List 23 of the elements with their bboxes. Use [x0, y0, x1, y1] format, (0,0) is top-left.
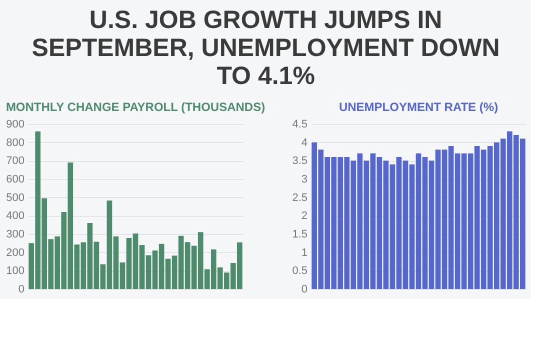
chart-title: U.S. JOB GROWTH JUMPS IN SEPTEMBER, UNEMPLOYMENT DOWN TO 4.1% [32, 6, 500, 90]
y-tick-label: 900 [6, 118, 24, 130]
y-tick-label: 1 [301, 246, 308, 259]
chart-subtitle: UNEMPLOYMENT RATE (%) [338, 100, 498, 114]
y-tick-label: 200 [6, 246, 24, 259]
y-tick-label: 1.5 [292, 228, 308, 240]
y-tick-label: 0 [18, 284, 24, 296]
y-tick-label: 2.5 [292, 192, 308, 204]
y-tick-label: 700 [6, 155, 24, 168]
chart-subtitle: MONTHLY CHANGE PAYROLL (THOUSANDS) [6, 100, 266, 114]
y-tick-label: 3 [301, 174, 308, 186]
y-tick-label: 0 [301, 284, 308, 296]
y-tick-label: 100 [6, 265, 24, 278]
y-tick-label: 0.5 [292, 265, 308, 278]
y-tick-label: 4 [301, 136, 308, 149]
y-tick-label: 500 [6, 192, 24, 204]
y-tick-label: 2 [301, 210, 308, 222]
y-tick-label: 4.5 [292, 118, 308, 130]
y-tick-label: 300 [6, 228, 24, 240]
y-tick-label: 600 [6, 174, 24, 186]
y-tick-label: 800 [6, 136, 24, 149]
y-tick-label: 3.5 [292, 155, 308, 168]
y-tick-label: 400 [6, 210, 24, 222]
